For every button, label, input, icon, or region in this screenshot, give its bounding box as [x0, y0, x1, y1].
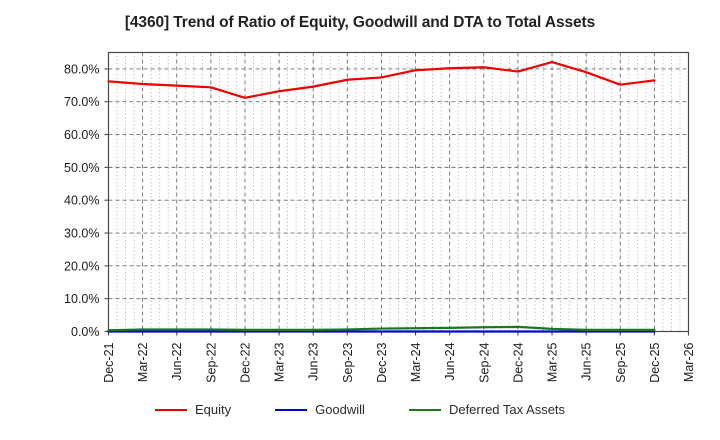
legend-item-equity[interactable]: Equity: [154, 402, 232, 417]
legend-label: Deferred Tax Assets: [448, 402, 566, 417]
data-series-lines: [107, 60, 656, 333]
y-tick-label: 60.0%: [64, 128, 99, 142]
y-tick-label: 80.0%: [64, 62, 99, 76]
y-tick-label: 20.0%: [64, 259, 99, 273]
plot-frame: [107, 51, 690, 333]
y-tick-label: 70.0%: [64, 95, 99, 109]
legend-item-goodwill[interactable]: Goodwill: [275, 402, 365, 417]
x-tick-label: Dec-25: [648, 342, 662, 382]
x-axis-tick-labels: Dec-21 Mar-22 Jun-22 Sep-22 Dec-22 Mar-23 Jun-…: [102, 331, 696, 383]
legend-label: Equity: [194, 402, 232, 417]
x-tick-label: Dec-23: [375, 342, 389, 382]
legend-label: Goodwill: [315, 402, 365, 417]
x-tick-label: Jun-24: [443, 342, 457, 380]
y-tick-label: 30.0%: [64, 227, 99, 241]
x-tick-label: Sep-22: [204, 342, 218, 382]
x-tick-label: Mar-23: [273, 342, 287, 382]
x-tick-label: Mar-22: [136, 342, 150, 382]
x-tick-label: Jun-22: [170, 342, 184, 380]
x-tick-label: Jun-25: [580, 342, 594, 380]
x-tick-label: Dec-21: [102, 342, 116, 382]
minor-gridlines: [116, 52, 681, 332]
legend-color-swatch: [408, 408, 441, 411]
y-axis-tick-labels: 0.0% 10.0% 20.0% 30.0% 40.0% 50.0% 60.0% 70.0% 8…: [64, 62, 109, 339]
chart-legend: Equity Goodwill Deferred Tax Assets: [0, 402, 720, 417]
chart-title: [4360] Trend of Ratio of Equity, Goodwil…: [124, 14, 596, 31]
legend-color-swatch: [154, 408, 187, 411]
x-tick-label: Sep-24: [477, 342, 491, 382]
x-tick-label: Jun-23: [307, 342, 321, 380]
legend-item-deferred-tax-assets[interactable]: Deferred Tax Assets: [408, 402, 566, 417]
series-line-equity: [107, 60, 656, 99]
x-tick-label: Mar-24: [409, 342, 423, 382]
y-tick-label: 0.0%: [71, 325, 100, 339]
y-tick-label: 40.0%: [64, 194, 99, 208]
x-tick-label: Mar-26: [682, 342, 696, 382]
y-tick-label: 50.0%: [64, 161, 99, 175]
legend-color-swatch: [275, 408, 308, 411]
x-tick-label: Sep-23: [341, 342, 355, 382]
x-tick-label: Dec-24: [511, 342, 525, 382]
series-line-deferred-tax-assets: [107, 325, 656, 332]
x-tick-label: Sep-25: [614, 342, 628, 382]
major-gridlines: [108, 52, 689, 332]
y-tick-label: 10.0%: [64, 292, 99, 306]
x-tick-label: Mar-25: [546, 342, 560, 382]
x-tick-label: Dec-22: [238, 342, 252, 382]
